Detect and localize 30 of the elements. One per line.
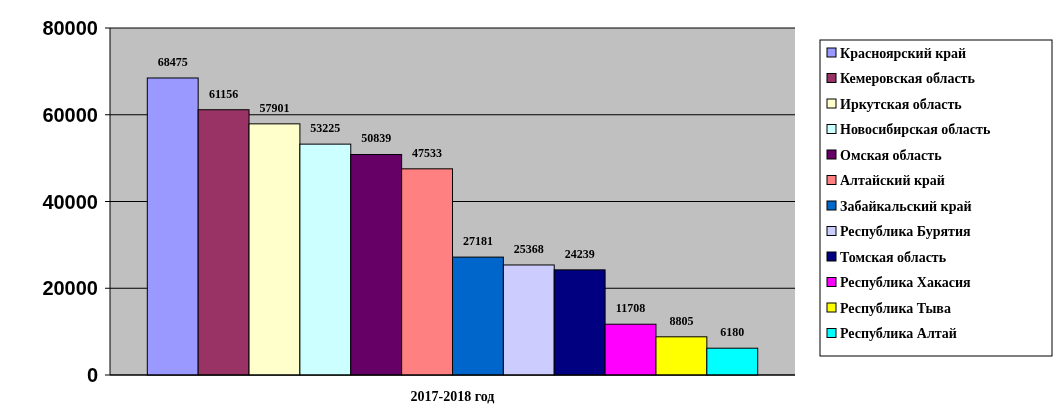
y-tick-label: 60000 (42, 103, 98, 126)
data-label: 6180 (720, 325, 745, 340)
legend-label: Новосибирская область (840, 122, 991, 138)
legend-label: Кемеровская область (840, 71, 976, 87)
data-label: 68475 (157, 54, 188, 69)
legend-label: Республика Хакасия (840, 275, 972, 291)
legend-label: Республика Бурятия (840, 224, 971, 240)
legend-label: Забайкальский край (840, 198, 972, 214)
data-label: 25368 (513, 241, 544, 256)
data-label: 50839 (361, 131, 392, 146)
data-label: 24239 (564, 246, 595, 261)
data-label: 53225 (310, 121, 341, 136)
data-label: 57901 (259, 100, 290, 115)
x-tick-label: 2017-2018 год (410, 389, 495, 404)
legend-label: Томская область (840, 249, 947, 265)
data-label: 47533 (412, 145, 443, 160)
data-label: 11708 (615, 301, 646, 316)
legend-label: Красноярский край (840, 45, 967, 61)
legend-label: Республика Алтай (840, 326, 957, 342)
legend-label: Республика Тыва (840, 300, 951, 316)
data-label: 61156 (208, 86, 239, 101)
legend-label: Омская область (840, 147, 943, 163)
legend-label: Алтайский край (840, 173, 945, 189)
y-tick-label: 0 (86, 364, 98, 386)
data-label: 27181 (462, 234, 493, 249)
data-label: 8805 (669, 313, 694, 328)
y-tick-label: 20000 (42, 277, 98, 300)
y-tick-label: 80000 (42, 17, 98, 39)
y-tick-label: 40000 (42, 190, 98, 213)
legend-label: Иркутская область (840, 96, 963, 112)
